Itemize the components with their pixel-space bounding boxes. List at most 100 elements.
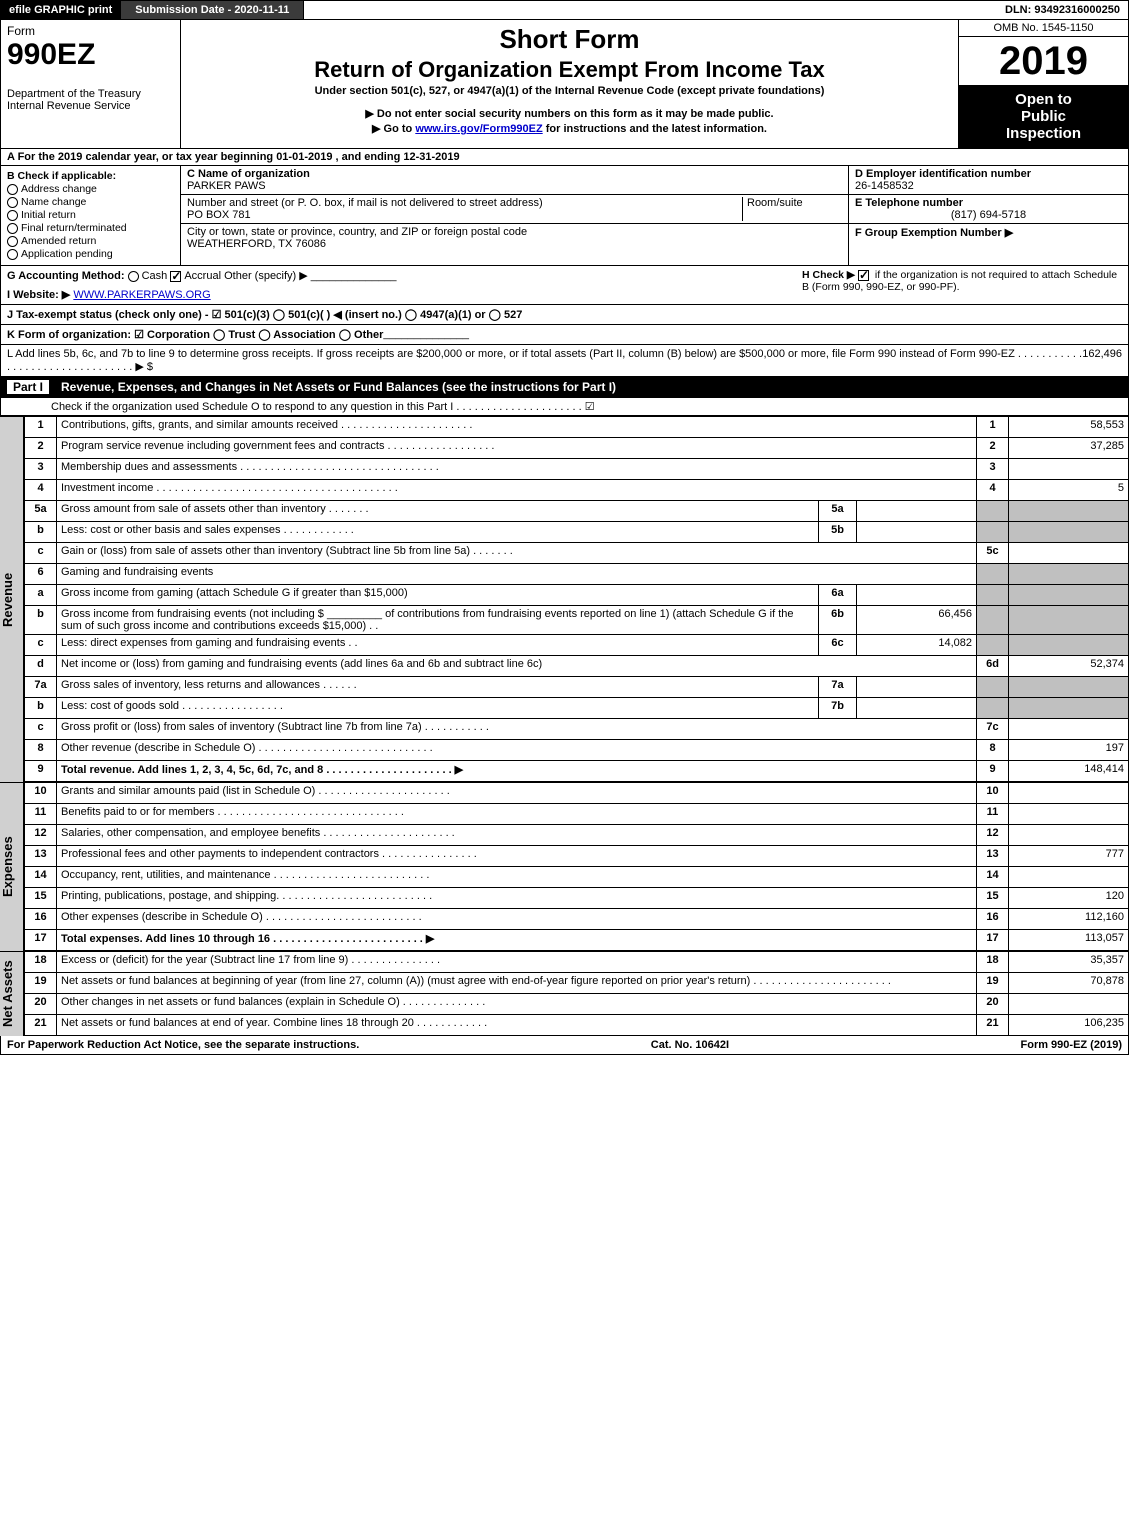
section-c: C Name of organization PARKER PAWS Numbe… [181,166,848,265]
l6d-rn: 6d [977,656,1009,677]
line-17: 17Total expenses. Add lines 10 through 1… [25,930,1129,951]
l13-rn: 13 [977,846,1009,867]
b-opt-address[interactable]: Address change [7,183,174,195]
l5b-sv [857,522,977,543]
l6c-d: Less: direct expenses from gaming and fu… [57,635,819,656]
l7a-sa: 7a [819,677,857,698]
form-word: Form [7,24,174,38]
l3-n: 3 [25,459,57,480]
l7c-rn: 7c [977,719,1009,740]
short-form-title: Short Form [191,24,948,55]
dept-irs: Internal Revenue Service [7,100,174,112]
l3-v [1009,459,1129,480]
subtitle-goto: ▶ Go to www.irs.gov/Form990EZ for instru… [191,122,948,135]
g-other: Other (specify) ▶ [224,270,308,282]
line-10: 10Grants and similar amounts paid (list … [25,783,1129,804]
l6-n: 6 [25,564,57,585]
b-opt-pending[interactable]: Application pending [7,248,174,260]
topbar-spacer [304,1,997,19]
line-15: 15Printing, publications, postage, and s… [25,888,1129,909]
l7b-v [1009,698,1129,719]
l2-v: 37,285 [1009,438,1129,459]
l5b-d: Less: cost or other basis and sales expe… [57,522,819,543]
b-opt-name[interactable]: Name change [7,196,174,208]
l9-rn: 9 [977,761,1009,782]
l6c-v [1009,635,1129,656]
line-21: 21Net assets or fund balances at end of … [25,1015,1129,1036]
h-check[interactable] [858,270,869,281]
dln-label: DLN: 93492316000250 [997,1,1128,19]
l7b-sa: 7b [819,698,857,719]
g-accrual-check[interactable] [170,271,181,282]
l6a-rn [977,585,1009,606]
l5b-n: b [25,522,57,543]
line-9: 9Total revenue. Add lines 1, 2, 3, 4, 5c… [25,761,1129,782]
irs-link[interactable]: www.irs.gov/Form990EZ [415,123,542,135]
line-16: 16Other expenses (describe in Schedule O… [25,909,1129,930]
g-cash: Cash [142,270,168,282]
l15-v: 120 [1009,888,1129,909]
section-def: D Employer identification number 26-1458… [848,166,1128,265]
l6-v [1009,564,1129,585]
b-opt-initial-text: Initial return [21,209,76,221]
l5c-v [1009,543,1129,564]
l18-d: Excess or (deficit) for the year (Subtra… [57,952,977,973]
part-i-sub: Check if the organization used Schedule … [0,398,1129,416]
l19-v: 70,878 [1009,973,1129,994]
part-i-title: Revenue, Expenses, and Changes in Net As… [61,380,616,394]
e-phone: E Telephone number (817) 694-5718 [849,195,1128,224]
g-accrual: Accrual [184,270,221,282]
l7b-n: b [25,698,57,719]
l8-v: 197 [1009,740,1129,761]
part-i-sub-text: Check if the organization used Schedule … [51,401,595,413]
l3-rn: 3 [977,459,1009,480]
l6a-d: Gross income from gaming (attach Schedul… [57,585,819,606]
line-4: 4Investment income . . . . . . . . . . .… [25,480,1129,501]
open1: Open to [963,91,1124,108]
l14-d: Occupancy, rent, utilities, and maintena… [57,867,977,888]
netassets-section: Net Assets 18Excess or (deficit) for the… [0,951,1129,1036]
netassets-table: 18Excess or (deficit) for the year (Subt… [24,951,1129,1036]
efile-print-label[interactable]: efile GRAPHIC print [1,1,121,19]
line-5c: cGain or (loss) from sale of assets othe… [25,543,1129,564]
b-opt-initial[interactable]: Initial return [7,209,174,221]
submission-date-label: Submission Date - 2020-11-11 [121,1,304,19]
l5b-rn [977,522,1009,543]
l7a-sv [857,677,977,698]
l7c-d: Gross profit or (loss) from sales of inv… [57,719,977,740]
line-20: 20Other changes in net assets or fund ba… [25,994,1129,1015]
l17-v: 113,057 [1009,930,1129,951]
line-7b: bLess: cost of goods sold . . . . . . . … [25,698,1129,719]
b-opt-amended[interactable]: Amended return [7,235,174,247]
line-6d: dNet income or (loss) from gaming and fu… [25,656,1129,677]
line-5a: 5aGross amount from sale of assets other… [25,501,1129,522]
l5c-d: Gain or (loss) from sale of assets other… [57,543,977,564]
room-suite: Room/suite [742,197,842,221]
l5a-n: 5a [25,501,57,522]
l16-rn: 16 [977,909,1009,930]
page-footer: For Paperwork Reduction Act Notice, see … [0,1036,1129,1055]
line-6a: aGross income from gaming (attach Schedu… [25,585,1129,606]
g-cash-check[interactable] [128,271,139,282]
website-link[interactable]: WWW.PARKERPAWS.ORG [73,289,210,301]
f-group: F Group Exemption Number ▶ [849,224,1128,241]
l21-d: Net assets or fund balances at end of ye… [57,1015,977,1036]
c-value: PARKER PAWS [187,180,266,192]
line-12: 12Salaries, other compensation, and empl… [25,825,1129,846]
l20-n: 20 [25,994,57,1015]
row-a-tax-year: A For the 2019 calendar year, or tax yea… [0,149,1129,166]
c-street-row: Number and street (or P. O. box, if mail… [181,195,848,224]
section-b: B Check if applicable: Address change Na… [1,166,181,265]
b-opt-final[interactable]: Final return/terminated [7,222,174,234]
l14-rn: 14 [977,867,1009,888]
l7b-d: Less: cost of goods sold . . . . . . . .… [57,698,819,719]
line-1: 1Contributions, gifts, grants, and simil… [25,417,1129,438]
l12-v [1009,825,1129,846]
l20-rn: 20 [977,994,1009,1015]
l19-rn: 19 [977,973,1009,994]
l6c-n: c [25,635,57,656]
l20-v [1009,994,1129,1015]
l21-n: 21 [25,1015,57,1036]
l2-rn: 2 [977,438,1009,459]
revenue-section: Revenue 1Contributions, gifts, grants, a… [0,416,1129,782]
